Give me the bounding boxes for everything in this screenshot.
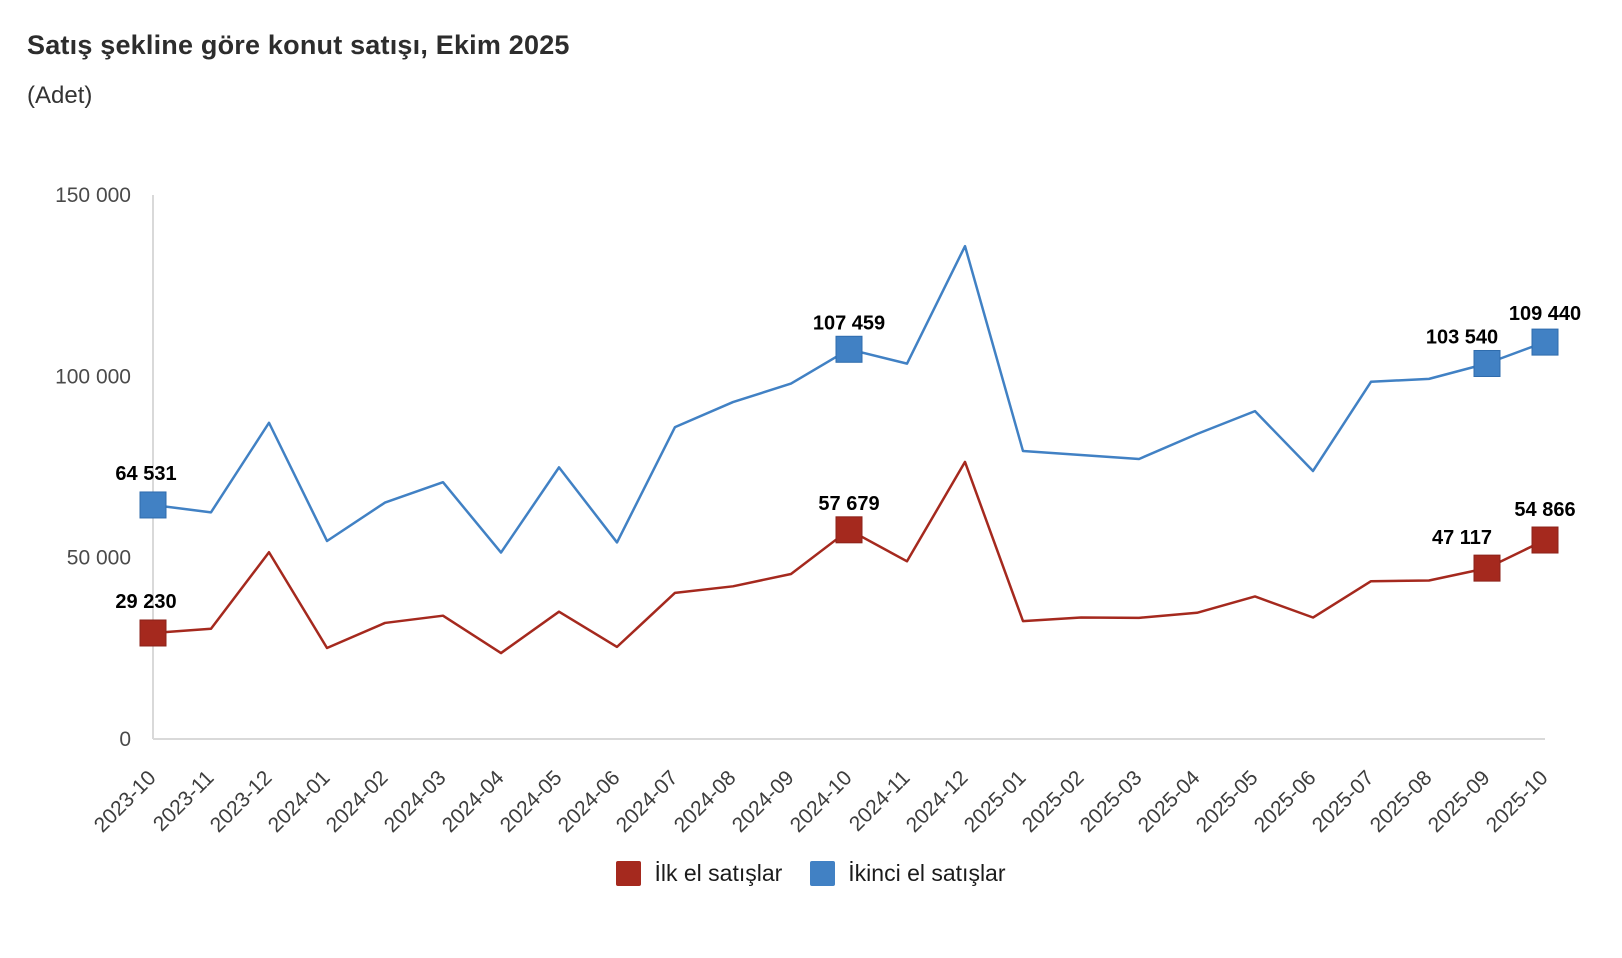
data-label-ilk-el-2024-10: 57 679 bbox=[818, 493, 879, 515]
x-axis-tick-label: 2024-02 bbox=[322, 766, 393, 837]
x-axis-tick-label: 2025-05 bbox=[1192, 766, 1263, 837]
y-axis-tick-label: 150 000 bbox=[55, 184, 131, 207]
x-axis-tick-label: 2024-04 bbox=[438, 766, 509, 837]
y-axis-tick-label: 0 bbox=[119, 728, 131, 751]
chart-title: Satış şekline göre konut satışı, Ekim 20… bbox=[27, 30, 570, 60]
x-axis-tick-label: 2025-04 bbox=[1134, 766, 1205, 837]
marker-ilk-el-2023-10 bbox=[139, 619, 167, 647]
x-axis-tick-label: 2025-09 bbox=[1424, 766, 1495, 837]
x-axis-tick-label: 2025-01 bbox=[960, 766, 1031, 837]
x-axis-tick-label: 2024-07 bbox=[612, 766, 683, 837]
y-axis-tick-label: 50 000 bbox=[67, 547, 131, 570]
x-axis-tick-label: 2023-10 bbox=[90, 766, 161, 837]
legend-swatch-ilk-el bbox=[616, 861, 642, 886]
data-label-ikinci-el-2025-10: 109 440 bbox=[1509, 303, 1581, 325]
data-label-ilk-el-2025-10: 54 866 bbox=[1514, 499, 1575, 521]
series-line-ilk-el bbox=[151, 460, 1547, 655]
data-label-ikinci-el-2024-10: 107 459 bbox=[813, 312, 885, 334]
x-axis-tick-label: 2024-11 bbox=[845, 766, 915, 836]
x-axis-tick-label: 2024-09 bbox=[728, 766, 799, 837]
y-axis-tick-label: 100 000 bbox=[55, 365, 131, 388]
marker-ikinci-el-2025-10 bbox=[1531, 328, 1559, 356]
data-label-ilk-el-2025-09: 47 117 bbox=[1432, 527, 1492, 549]
marker-ikinci-el-2025-09 bbox=[1473, 349, 1501, 377]
x-axis-tick-label: 2023-11 bbox=[149, 766, 219, 836]
x-axis-tick-label: 2024-08 bbox=[670, 766, 741, 837]
x-axis-tick-label: 2024-01 bbox=[264, 766, 335, 837]
x-axis-tick-label: 2024-06 bbox=[554, 766, 625, 837]
legend-item-ikinci-el-satislar[interactable]: İkinci el satışlar bbox=[810, 860, 1006, 887]
legend-item-ilk-el-satislar[interactable]: İlk el satışlar bbox=[616, 860, 782, 887]
x-axis-tick-label: 2024-03 bbox=[380, 766, 451, 837]
x-axis-tick-label: 2025-10 bbox=[1482, 766, 1553, 837]
x-axis-tick-label: 2024-05 bbox=[496, 766, 567, 837]
marker-ikinci-el-2024-10 bbox=[835, 335, 863, 363]
x-axis-tick-label: 2024-10 bbox=[786, 766, 857, 837]
legend-swatch-ikinci-el bbox=[810, 861, 836, 886]
x-axis-tick-label: 2023-12 bbox=[206, 766, 277, 837]
data-label-ilk-el-2023-10: 29 230 bbox=[115, 591, 176, 613]
data-label-ikinci-el-2025-09: 103 540 bbox=[1426, 326, 1498, 348]
chart-subtitle: (Adet) bbox=[27, 82, 93, 109]
data-label-ikinci-el-2023-10: 64 531 bbox=[115, 463, 176, 485]
x-axis-tick-label: 2024-12 bbox=[902, 766, 973, 837]
legend: İlk el satışlar İkinci el satışlar bbox=[0, 860, 1622, 887]
x-axis-tick-label: 2025-06 bbox=[1250, 766, 1321, 837]
x-axis-tick-label: 2025-07 bbox=[1308, 766, 1379, 837]
marker-ilk-el-2024-10 bbox=[835, 516, 863, 544]
marker-ilk-el-2025-10 bbox=[1531, 526, 1559, 554]
legend-label-ilk-el: İlk el satışlar bbox=[654, 860, 783, 886]
x-axis-tick-label: 2025-03 bbox=[1076, 766, 1147, 837]
marker-ilk-el-2025-09 bbox=[1473, 554, 1501, 582]
legend-label-ikinci-el: İkinci el satışlar bbox=[848, 860, 1006, 886]
x-axis-tick-label: 2025-02 bbox=[1018, 766, 1089, 837]
x-axis-tick-label: 2025-08 bbox=[1366, 766, 1437, 837]
marker-ikinci-el-2023-10 bbox=[139, 491, 167, 519]
